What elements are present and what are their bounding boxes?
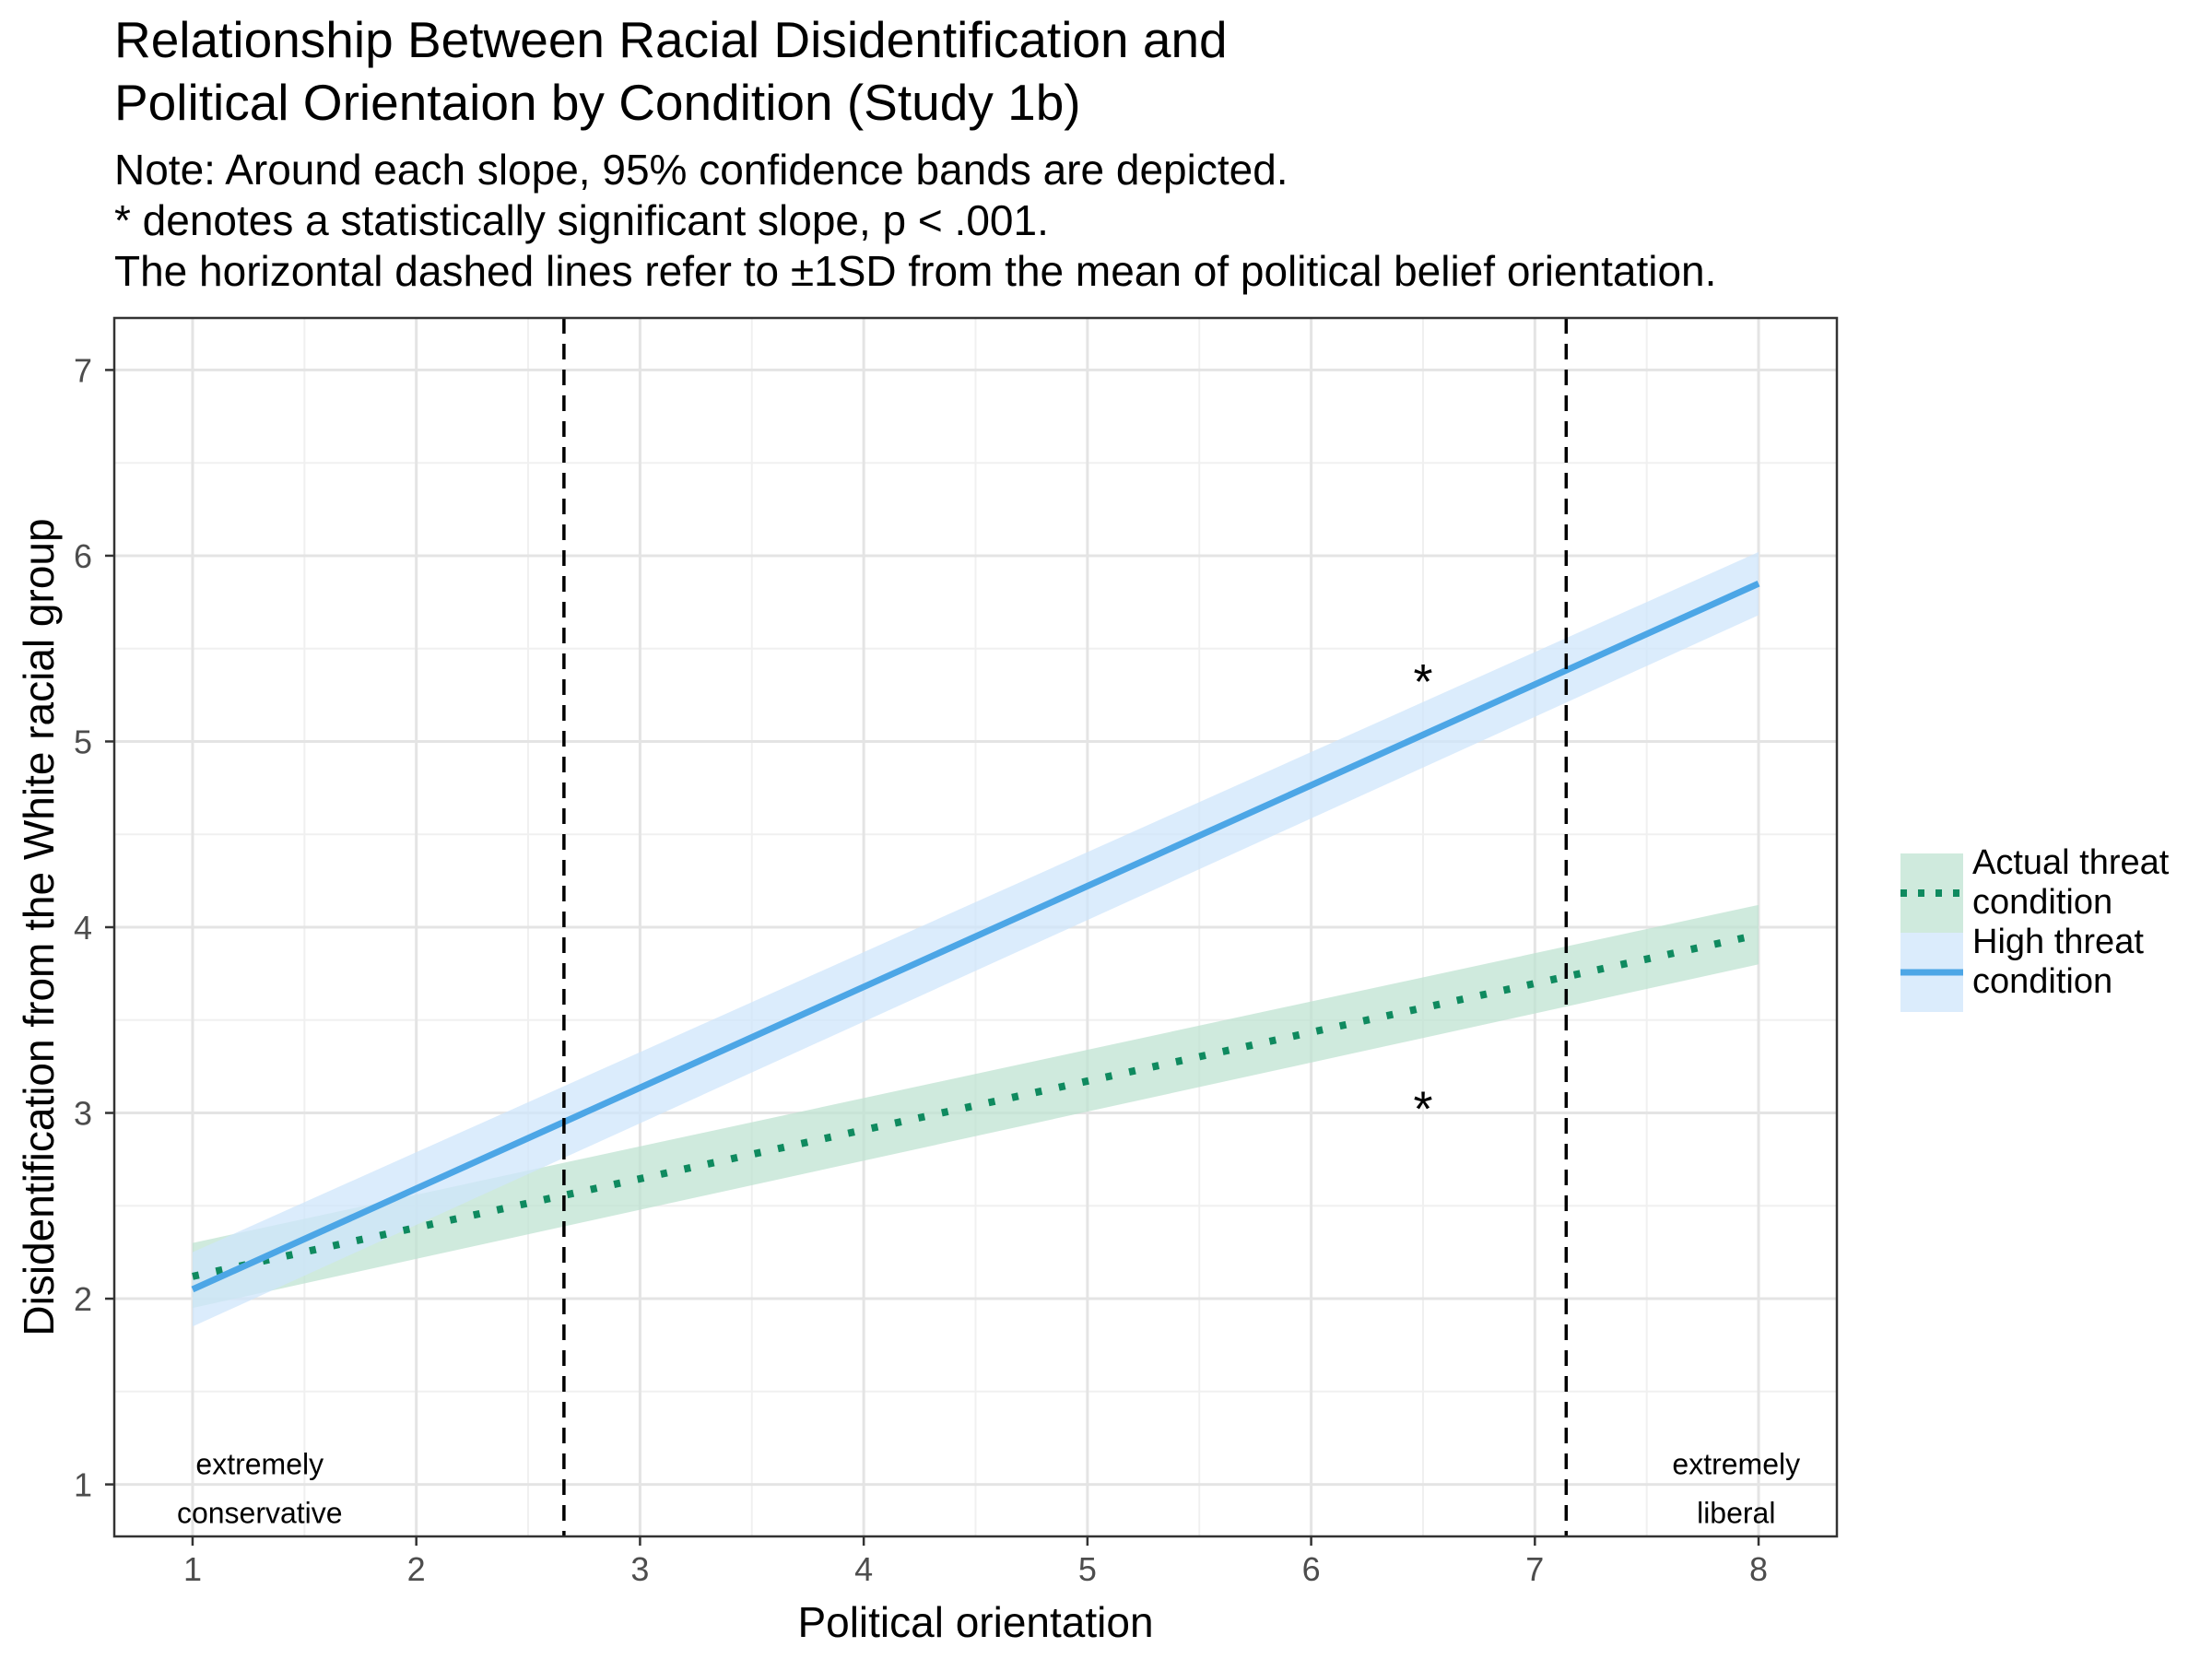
anchor-label-line-2: liberal xyxy=(1697,1497,1775,1530)
anchor-label-line-1: extremely xyxy=(1672,1448,1800,1481)
chart-subtitle-line-3: The horizontal dashed lines refer to ±1S… xyxy=(114,247,1717,295)
y-tick-label: 7 xyxy=(74,351,92,389)
x-axis-title: Political orientation xyxy=(797,1598,1153,1646)
chart-title-line-2: Political Orientaion by Condition (Study… xyxy=(114,74,1081,131)
legend-label-line-1: High threat xyxy=(1972,923,2144,961)
legend-key-band-1 xyxy=(1900,853,1963,933)
y-tick-label: 4 xyxy=(74,909,92,947)
chart-title-line-1: Relationship Between Racial Disidentific… xyxy=(114,11,1228,68)
chart-subtitle-line-2: * denotes a statistically significant sl… xyxy=(114,196,1049,244)
x-tick-label: 5 xyxy=(1078,1550,1097,1588)
legend-label-line-1: Actual threat xyxy=(1972,843,2170,882)
legend-label-line-2: condition xyxy=(1972,883,2112,922)
chart-subtitle-line-1: Note: Around each slope, 95% confidence … xyxy=(114,146,1288,194)
anchor-label-line-2: conservative xyxy=(177,1497,343,1530)
series-line-2 xyxy=(191,580,1760,1293)
x-tick-label: 8 xyxy=(1749,1550,1768,1588)
series-line-1 xyxy=(192,931,1759,1280)
x-tick-label: 7 xyxy=(1525,1550,1544,1588)
confidence-band-series-1 xyxy=(192,904,1759,1309)
x-tick-label: 1 xyxy=(183,1550,202,1588)
y-axis-title: Disidentification from the White racial … xyxy=(15,518,63,1335)
y-tick-label: 3 xyxy=(74,1095,92,1133)
y-tick-label: 1 xyxy=(74,1466,92,1504)
y-tick-label: 6 xyxy=(74,537,92,575)
x-tick-label: 3 xyxy=(630,1550,649,1588)
x-tick-label: 2 xyxy=(407,1550,426,1588)
y-tick-label: 2 xyxy=(74,1280,92,1318)
significance-star-1: * xyxy=(1413,654,1432,710)
anchor-label-line-1: extremely xyxy=(195,1448,324,1481)
significance-star-2: * xyxy=(1413,1081,1432,1136)
x-tick-label: 6 xyxy=(1302,1550,1321,1588)
y-tick-label: 5 xyxy=(74,723,92,760)
x-tick-label: 4 xyxy=(854,1550,873,1588)
legend-label-line-2: condition xyxy=(1972,962,2112,1001)
